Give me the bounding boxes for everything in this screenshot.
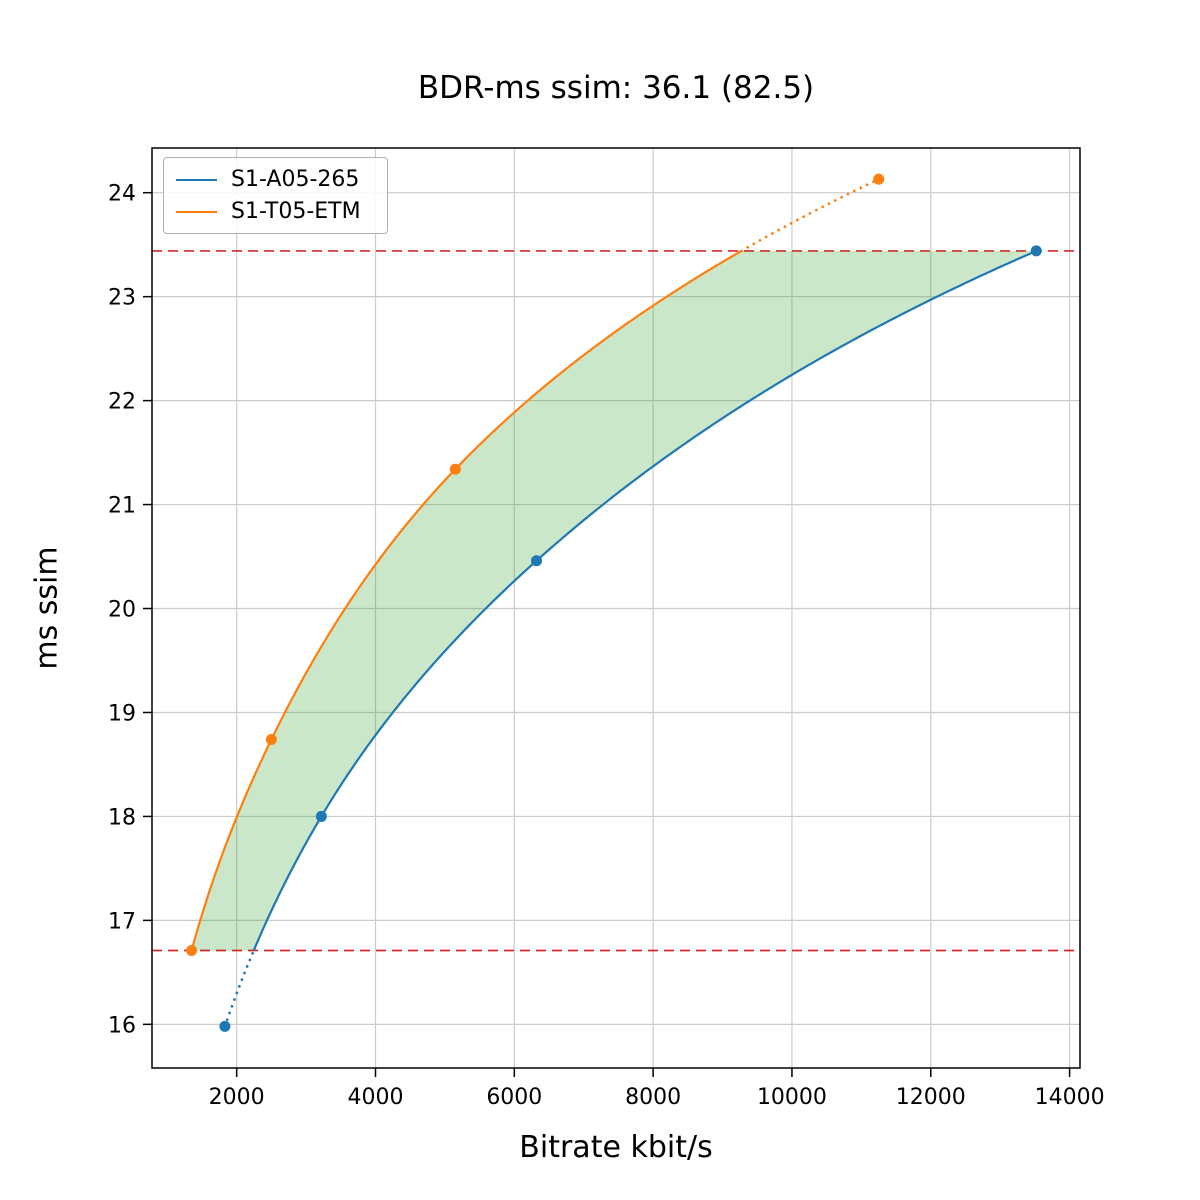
y-tick-label: 20 <box>108 598 136 623</box>
y-tick-label: 22 <box>108 390 136 415</box>
series-line-dotted <box>740 177 881 253</box>
y-tick-label: 24 <box>108 182 136 207</box>
x-tick-label: 4000 <box>347 1085 403 1110</box>
y-tick-label: 18 <box>108 805 136 830</box>
y-axis-label: ms ssim <box>29 546 65 670</box>
legend-item: S1-T05-ETM <box>176 199 361 224</box>
data-point <box>219 1020 231 1032</box>
y-tick-label: 19 <box>108 701 136 726</box>
x-tick-label: 14000 <box>1035 1085 1105 1110</box>
chart-title: BDR-ms ssim: 36.1 (82.5) <box>417 70 815 106</box>
x-tick-label: 10000 <box>757 1085 827 1110</box>
data-point <box>186 945 198 957</box>
x-tick-label: 12000 <box>896 1085 966 1110</box>
bd-overlap-region <box>191 250 1037 951</box>
data-point <box>449 463 461 475</box>
series-line-dotted <box>223 949 256 1028</box>
legend-label: S1-A05-265 <box>231 167 360 192</box>
series-line <box>190 249 742 951</box>
y-tick-label: 16 <box>108 1013 136 1038</box>
data-point <box>315 810 327 822</box>
data-point <box>265 734 277 746</box>
y-tick-label: 21 <box>108 494 136 519</box>
data-point <box>531 555 543 567</box>
y-tick-label: 17 <box>108 909 136 934</box>
legend: S1-A05-265 S1-T05-ETM <box>163 157 388 234</box>
data-point <box>873 173 885 185</box>
x-tick-label: 8000 <box>625 1085 681 1110</box>
x-tick-label: 2000 <box>209 1085 265 1110</box>
x-axis-label: Bitrate kbit/s <box>519 1130 713 1165</box>
legend-item: S1-A05-265 <box>176 167 361 192</box>
legend-line-sample <box>176 210 217 213</box>
x-tick-label: 6000 <box>486 1085 542 1110</box>
data-point <box>1030 245 1042 257</box>
series-line <box>252 249 1037 951</box>
y-tick-label: 23 <box>108 286 136 311</box>
legend-label: S1-T05-ETM <box>231 199 361 224</box>
legend-line-sample <box>176 178 217 181</box>
